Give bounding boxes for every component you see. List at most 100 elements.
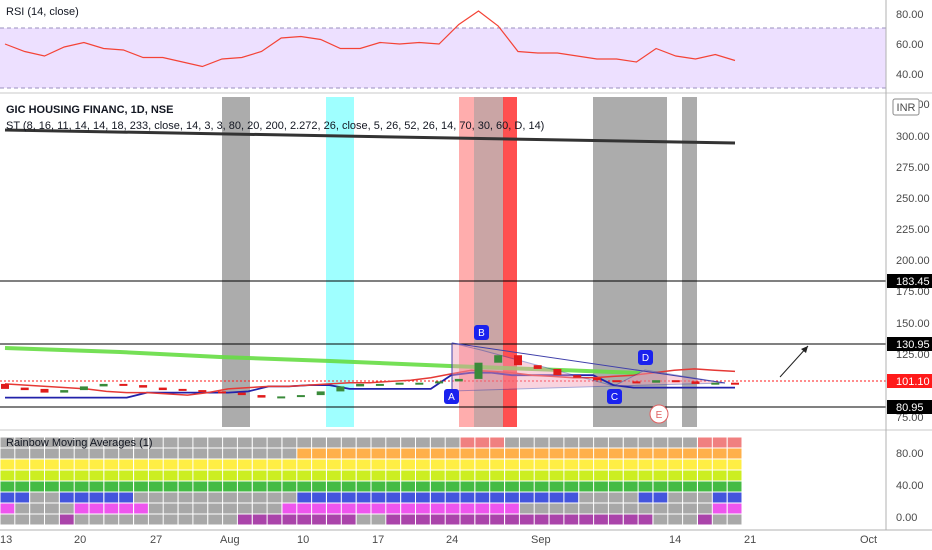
pattern-point-c[interactable]: C (607, 389, 622, 404)
rainbow-cell (356, 514, 371, 525)
rainbow-cell (297, 437, 312, 448)
rainbow-cell (698, 459, 712, 470)
rsi-tick: 40.00 (896, 69, 924, 81)
candle (178, 388, 187, 391)
rainbow-cell (163, 459, 178, 470)
rainbow-cell (475, 514, 490, 525)
rainbow-cell (534, 514, 549, 525)
rainbow-cell (0, 470, 15, 481)
rainbow-cell (445, 437, 460, 448)
rainbow-cell (401, 492, 415, 503)
rainbow-cell (594, 503, 608, 514)
rainbow-cell (460, 514, 475, 525)
rainbow-cell (534, 470, 549, 481)
rainbow-cell (89, 448, 104, 459)
candle (553, 368, 562, 376)
rainbow-cell (356, 503, 371, 514)
rainbow-cell (15, 459, 30, 470)
candle (514, 355, 522, 366)
rainbow-cell (208, 503, 223, 514)
rainbow-cell (460, 470, 475, 481)
rainbow-cell (341, 481, 356, 492)
rainbow-cell (59, 503, 74, 514)
rainbow-cell (475, 459, 490, 470)
rainbow-cell (653, 514, 668, 525)
rainbow-cell (549, 503, 564, 514)
time-label: 10 (297, 534, 309, 546)
rainbow-cell (519, 481, 534, 492)
rainbow-cell (163, 437, 178, 448)
price-badge-81[interactable]: 80.95 (887, 400, 932, 414)
pattern-point-b[interactable]: B (474, 325, 489, 340)
rainbow-cell (623, 503, 638, 514)
rainbow-cell (237, 470, 252, 481)
pattern-point-e[interactable]: E (649, 404, 669, 424)
study-label: ST (8, 16, 11, 14, 14, 18, 233, close, 1… (6, 120, 544, 132)
rainbow-cell (178, 437, 193, 448)
rainbow-cell (638, 448, 653, 459)
rainbow-cell (223, 514, 237, 525)
rainbow-cell (698, 437, 712, 448)
rainbow-cell (386, 437, 401, 448)
candlesticks (1, 355, 739, 399)
rainbow-cell (282, 481, 297, 492)
price-scale[interactable]: 80.00 60.00 40.00 325.00 INR 300.00 275.… (885, 0, 932, 530)
price-tick: 300.00 (896, 131, 930, 143)
candle (395, 382, 404, 385)
rainbow-cell (608, 481, 623, 492)
rainbow-cell (223, 503, 237, 514)
rainbow-cell (45, 503, 59, 514)
rainbow-cell (89, 459, 104, 470)
rainbow-cell (327, 492, 341, 503)
price-badge-last[interactable]: 101.10 (887, 374, 932, 388)
candle (277, 396, 286, 399)
price-tick: 125.00 (896, 349, 930, 361)
rainbow-cell (237, 481, 252, 492)
time-label: 20 (74, 534, 86, 546)
rainbow-cell (193, 448, 208, 459)
candle (158, 387, 167, 391)
rainbow-cell (252, 459, 267, 470)
rainbow-cell (193, 492, 208, 503)
rainbow-cell (549, 514, 564, 525)
harmonic-pattern[interactable] (451, 342, 726, 392)
price-badge-183[interactable]: 183.45 (887, 274, 932, 288)
rainbow-cell (371, 503, 386, 514)
rainbow-cell (45, 437, 59, 448)
rainbow-cell (505, 492, 519, 503)
rainbow-cell (208, 470, 223, 481)
rainbow-cell (267, 514, 282, 525)
rainbow-cell (519, 470, 534, 481)
rainbow-cell (698, 448, 712, 459)
price-badge-131[interactable]: 130.95 (887, 337, 932, 351)
rainbow-cell (712, 503, 727, 514)
price-tick: 275.00 (896, 162, 930, 174)
rainbow-cell (623, 514, 638, 525)
rainbow-cell (356, 470, 371, 481)
rainbow-cell (148, 514, 163, 525)
rainbow-cell (104, 448, 119, 459)
candle (139, 385, 148, 388)
pattern-point-a[interactable]: A (444, 389, 459, 404)
candle (316, 391, 325, 396)
currency-badge[interactable] (892, 98, 920, 116)
rainbow-cell (401, 448, 415, 459)
time-axis[interactable]: 13 20 27 Aug 10 17 24 Sep 14 21 Oct (0, 529, 932, 546)
rainbow-cell (683, 437, 697, 448)
rainbow-cell (490, 514, 504, 525)
rainbow-cell (534, 459, 549, 470)
rainbow-cell (119, 459, 133, 470)
rainbow-cell (490, 470, 504, 481)
rainbow-cell (45, 470, 59, 481)
rainbow-cell (15, 481, 30, 492)
pattern-point-d[interactable]: D (638, 350, 653, 365)
rainbow-cell (445, 492, 460, 503)
rainbow-cell (683, 503, 697, 514)
pattern-leg (451, 342, 726, 384)
rainbow-cell (267, 470, 282, 481)
rainbow-grid (0, 437, 742, 525)
rainbow-cell (104, 437, 119, 448)
rainbow-cell (505, 459, 519, 470)
rsi-tick: 80.00 (896, 9, 924, 21)
